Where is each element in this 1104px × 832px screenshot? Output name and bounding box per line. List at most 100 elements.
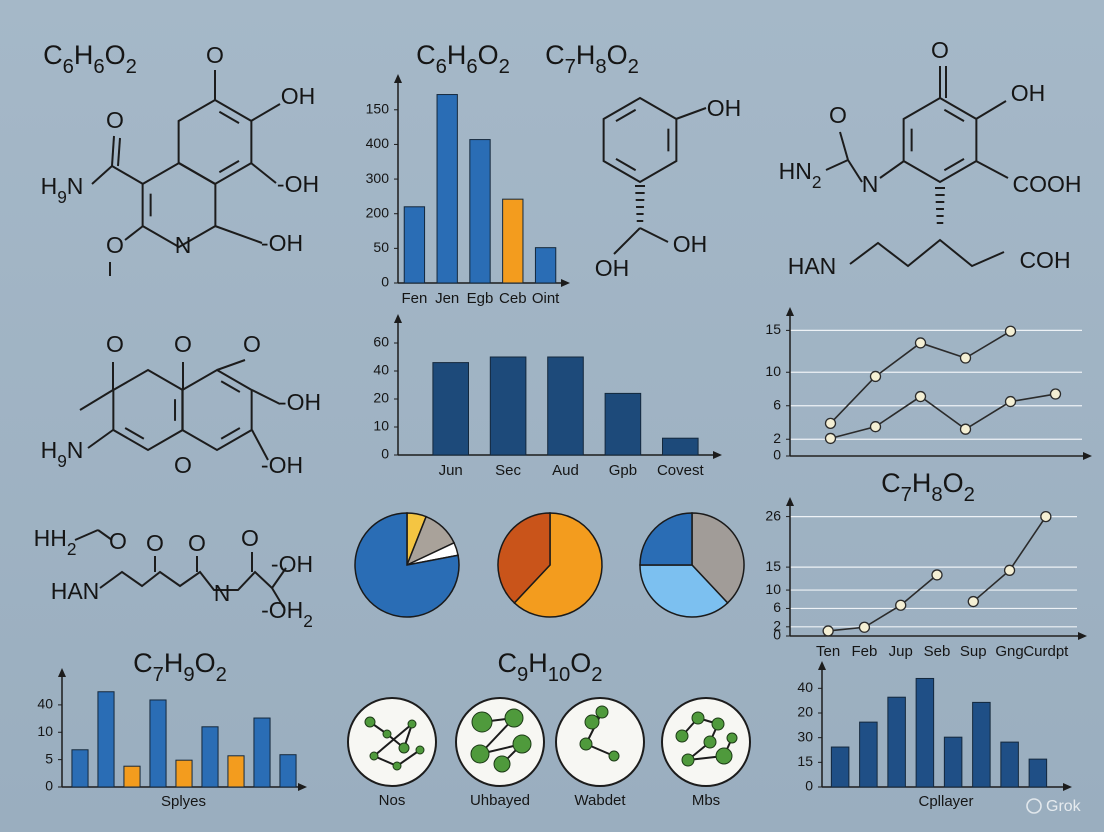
sample-link (373, 723, 413, 757)
sample-dot (369, 751, 379, 761)
bond (216, 359, 246, 371)
bond (839, 131, 849, 161)
bar (604, 392, 642, 456)
bond (111, 135, 115, 167)
bar (432, 362, 469, 456)
atom-label: H9N (41, 173, 84, 206)
y-tick-label: 300 (366, 170, 390, 186)
x-tick-label: Fen (401, 290, 427, 307)
bar (662, 437, 699, 456)
bond (615, 158, 637, 172)
axis-arrow (58, 668, 66, 677)
x-tick-label: Jen (435, 290, 459, 307)
y-tick-label: 10 (765, 363, 781, 379)
bond (220, 427, 241, 440)
sample-dot (726, 732, 738, 744)
bond (615, 108, 637, 122)
chain (99, 570, 273, 591)
point (895, 599, 907, 611)
sample-dot (470, 744, 490, 764)
sample-dot (382, 729, 392, 739)
atom-label: HAN (51, 578, 100, 604)
bar (915, 677, 935, 788)
y-tick-label: 15 (765, 558, 781, 574)
bar (253, 717, 271, 788)
bond (879, 160, 905, 179)
bar (469, 139, 491, 284)
bond (975, 100, 1007, 120)
y-tick-label: 26 (765, 507, 781, 523)
bond (87, 429, 114, 449)
bar (279, 754, 297, 788)
atom-label: O (106, 107, 124, 133)
bond (975, 160, 1009, 179)
y-tick-label: 30 (797, 728, 813, 744)
y-tick-label: 0 (773, 447, 781, 463)
bond (271, 567, 287, 589)
bond (613, 227, 641, 255)
point (822, 625, 834, 637)
x-tick-label: Gng (995, 643, 1023, 660)
atom-label: OH (673, 231, 708, 257)
bar (859, 721, 878, 788)
atom-label: O (206, 42, 224, 68)
atom-label: HN2 (779, 158, 822, 191)
bond (214, 225, 263, 244)
sample-dot (703, 735, 717, 749)
y-tick-label: 0 (805, 778, 813, 794)
axis-arrow (1063, 783, 1072, 791)
pie-slice (639, 564, 729, 618)
sample-dot (493, 755, 511, 773)
y-tick-label: 40 (37, 696, 53, 712)
bond (79, 389, 114, 411)
pie-slice (497, 512, 551, 604)
x-tick-label: Sup (960, 643, 987, 660)
point (824, 417, 837, 429)
sample-dot (512, 734, 532, 754)
formula: C6H6O2 (43, 40, 137, 78)
bond (74, 529, 99, 541)
bar (97, 691, 115, 788)
bond (124, 427, 145, 440)
atom-label: N (175, 232, 192, 258)
x-tick-label: Covest (657, 462, 705, 479)
y-tick-label: 0 (773, 627, 781, 643)
bar (534, 247, 557, 284)
y-tick-label: 20 (373, 390, 389, 406)
bar (123, 765, 141, 788)
axis-arrow (298, 783, 307, 791)
bar (436, 94, 458, 284)
point (931, 569, 943, 581)
y-tick-label: 10 (765, 581, 781, 597)
atom-label: O (174, 331, 192, 357)
atom-label: O (109, 528, 127, 554)
y-tick-label: 400 (366, 135, 390, 151)
atom-label: O (188, 530, 206, 556)
bond (943, 158, 965, 172)
pie-slice (513, 512, 603, 618)
point (959, 352, 972, 364)
bar (547, 356, 584, 456)
bar (201, 726, 219, 788)
y-tick-label: 5 (45, 750, 53, 766)
sample-label: Uhbayed (470, 792, 530, 809)
bar (1028, 758, 1048, 788)
sample-circle (555, 697, 645, 787)
axis-arrow (713, 451, 722, 459)
atom-label: -OH (277, 171, 319, 197)
y-tick-label: 2 (773, 430, 781, 446)
y-tick-label: 50 (373, 239, 389, 255)
atom-label: OH (1011, 80, 1046, 106)
sample-dot (398, 742, 410, 754)
axis-arrow (786, 497, 794, 506)
sample-dot (595, 705, 609, 719)
atom-label: HH2 (34, 525, 77, 558)
x-tick-label: Curdpt (1023, 643, 1069, 660)
x-tick-label: Sec (495, 462, 521, 479)
bar (830, 746, 850, 788)
x-tick-label: Feb (851, 643, 877, 660)
formula: C9H10O2 (497, 648, 602, 686)
sample-dot (608, 750, 620, 762)
bar (489, 356, 527, 456)
